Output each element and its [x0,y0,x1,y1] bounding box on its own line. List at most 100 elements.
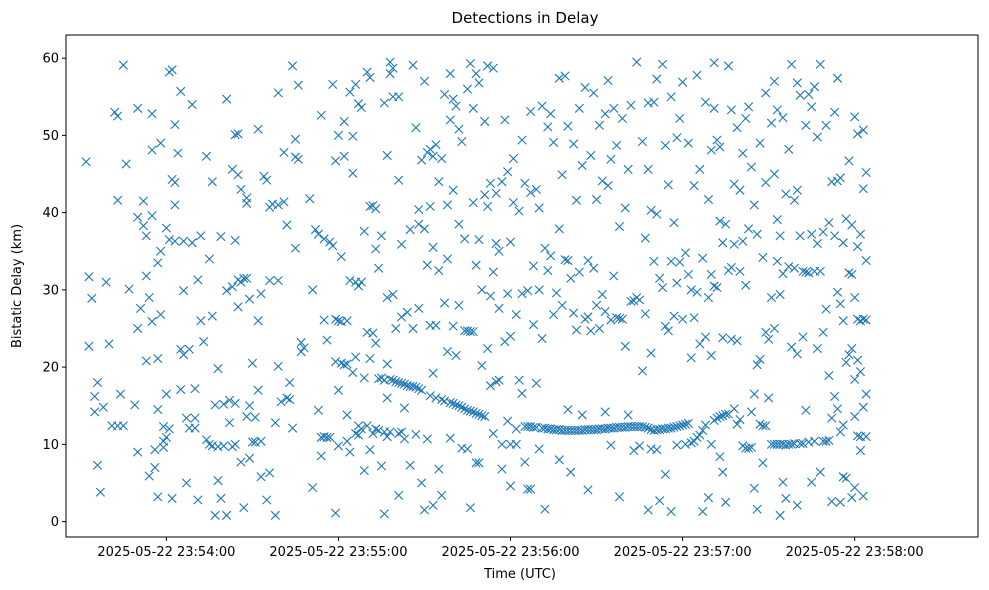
detection-marker [838,238,848,248]
detection-marker [310,225,321,235]
detection-marker [353,430,364,440]
detection-marker [328,241,338,251]
detection-marker [548,137,559,147]
detection-marker [256,472,266,482]
detection-marker [666,256,676,266]
detection-marker [161,389,171,399]
detection-marker [158,442,169,453]
detection-marker [855,367,866,377]
detection-marker [520,178,530,188]
detection-marker [528,422,539,432]
detection-marker [827,413,837,423]
detection-marker [279,147,289,157]
detection-marker [150,462,160,473]
detection-marker [442,254,453,264]
detection-marker [356,103,366,113]
detection-marker [222,94,232,104]
detection-marker [749,200,759,210]
detection-marker [772,105,782,115]
x-tick-label: 2025-05-22 23:56:00 [441,545,579,560]
detection-marker [775,231,785,241]
detection-marker [465,58,475,69]
detection-marker [488,267,498,277]
detection-marker [517,388,527,398]
detection-marker [113,111,123,121]
detection-marker [743,224,754,234]
detection-marker [101,277,111,287]
detection-marker [462,405,473,415]
detection-marker [752,229,762,239]
detection-marker [262,495,272,505]
detection-marker [365,354,375,364]
detection-marker [485,291,496,301]
detection-marker [850,374,860,385]
detection-marker [244,294,255,304]
detection-marker [514,206,524,216]
detection-marker [308,285,318,295]
detection-marker [184,344,194,354]
detection-marker [138,196,149,206]
detection-marker [758,421,768,431]
detection-marker [726,105,736,115]
detection-marker [761,327,771,337]
detection-marker [583,312,593,322]
detection-marker [482,61,493,71]
detection-marker [394,377,404,388]
detection-marker [784,144,794,154]
detection-marker [133,323,143,334]
detection-marker [675,257,685,267]
detection-marker [715,411,725,422]
detection-marker [474,235,484,245]
detection-marker [170,177,180,188]
detection-marker [153,354,163,364]
detection-marker [147,145,157,155]
detection-marker [204,439,214,449]
detection-marker [789,195,800,205]
detection-marker [425,391,435,401]
detection-marker [709,281,719,291]
detection-marker [92,460,103,470]
detection-marker [316,110,326,120]
detection-marker [861,315,871,325]
detection-marker [442,347,453,357]
detection-marker [792,78,802,88]
detection-marker [313,229,323,239]
detection-marker [230,235,240,246]
detection-marker [706,439,716,449]
detection-marker [330,314,341,324]
detection-marker [746,162,757,172]
detection-marker [190,384,200,394]
y-axis-label: Bistatic Delay (km) [10,224,25,348]
detection-marker [236,457,246,467]
detection-marker [333,316,344,326]
detection-marker [689,181,699,191]
detection-marker [781,189,791,199]
detection-marker [98,402,108,412]
detection-marker [474,409,484,419]
detection-marker [428,242,438,252]
detection-marker [448,398,458,408]
detection-marker [457,402,467,412]
detection-marker [646,205,656,215]
detection-marker [600,109,610,119]
detection-marker [841,473,851,483]
detection-marker [399,403,410,413]
detection-marker [362,67,372,77]
detection-marker [769,323,779,334]
detection-marker [339,116,349,127]
detection-marker [718,411,728,421]
detection-marker [156,138,166,148]
detection-marker [855,229,866,239]
detection-marker [669,311,679,321]
detection-marker [511,309,521,320]
detection-marker [287,61,298,71]
detection-marker [629,445,639,456]
detection-marker [732,123,742,133]
detection-marker [396,378,407,388]
detection-marker [520,457,530,467]
detection-marker [804,89,814,100]
detection-marker [655,273,665,283]
detection-marker [620,203,630,213]
detection-marker [471,260,481,270]
detection-marker [634,441,645,451]
